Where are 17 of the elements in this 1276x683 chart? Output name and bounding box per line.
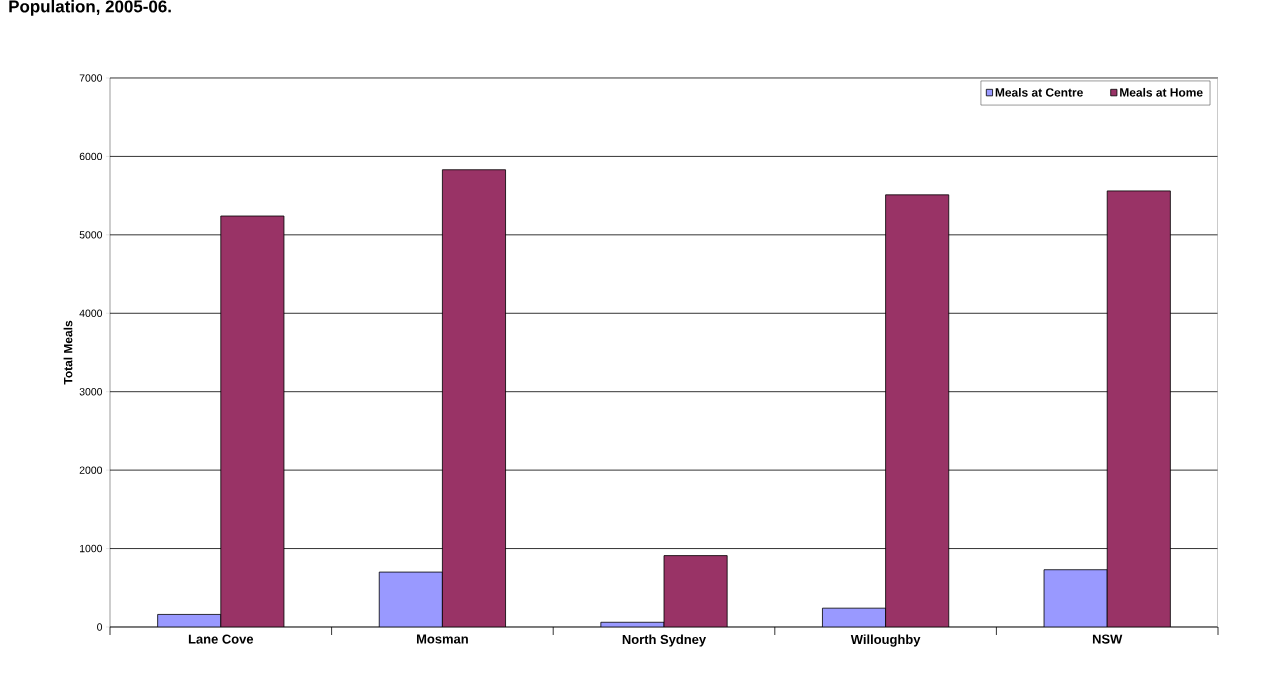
legend-label: Meals at Centre: [995, 87, 1083, 97]
y-tick-label: 0: [97, 623, 103, 631]
y-tick-label: 6000: [79, 152, 103, 161]
legend-label: Meals at Home: [1120, 87, 1203, 97]
y-tick-label: 3000: [79, 388, 103, 396]
y-tick-label: 1000: [80, 544, 103, 553]
y-tick-label: 5000: [79, 231, 103, 239]
y-tick-label: 2000: [79, 466, 103, 474]
x-tick-label: Willoughby: [850, 634, 921, 647]
x-tick-label: Mosman: [416, 634, 468, 644]
y-tick-label: 4000: [79, 309, 103, 317]
y-axis-title: Total Meals: [63, 320, 73, 385]
x-tick-label: North Sydney: [622, 634, 707, 647]
x-tick-label: Lane Cove: [188, 634, 254, 644]
y-tick-label: 7000: [79, 74, 103, 82]
chart-title: Population, 2005-06.: [9, 0, 171, 16]
x-tick-label: NSW: [1092, 634, 1123, 644]
